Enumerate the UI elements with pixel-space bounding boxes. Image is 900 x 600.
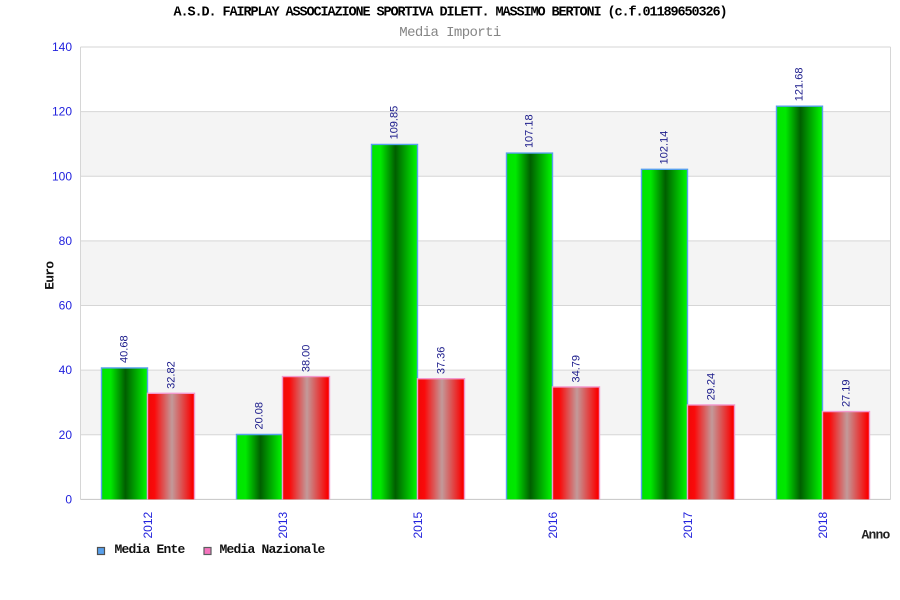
svg-text:Euro: Euro (43, 261, 58, 290)
svg-text:Media Nazionale: Media Nazionale (220, 542, 326, 557)
svg-text:37.36: 37.36 (436, 347, 448, 375)
svg-text:40.68: 40.68 (119, 335, 131, 363)
svg-text:Media Importi: Media Importi (399, 25, 501, 41)
svg-text:Media Ente: Media Ente (115, 542, 186, 557)
svg-text:Anno: Anno (861, 528, 890, 543)
svg-text:20.08: 20.08 (254, 402, 266, 430)
svg-text:60: 60 (59, 299, 73, 313)
svg-text:2016: 2016 (546, 511, 560, 538)
svg-text:40: 40 (59, 363, 73, 377)
svg-text:2017: 2017 (681, 511, 695, 538)
svg-text:140: 140 (52, 40, 72, 54)
svg-text:34.79: 34.79 (571, 355, 583, 383)
svg-text:2013: 2013 (276, 511, 290, 538)
svg-text:80: 80 (59, 234, 73, 248)
svg-text:29.24: 29.24 (706, 373, 718, 401)
svg-text:120: 120 (52, 105, 72, 119)
svg-text:32.82: 32.82 (166, 361, 178, 389)
svg-text:2018: 2018 (816, 511, 830, 538)
svg-text:100: 100 (52, 169, 72, 183)
svg-text:0: 0 (65, 492, 72, 506)
svg-text:27.19: 27.19 (841, 380, 853, 408)
svg-text:2012: 2012 (141, 511, 155, 538)
svg-text:109.85: 109.85 (389, 106, 401, 140)
svg-text:121.68: 121.68 (794, 68, 806, 102)
svg-text:107.18: 107.18 (524, 114, 536, 148)
svg-text:2015: 2015 (411, 511, 425, 538)
svg-text:A.S.D. FAIRPLAY ASSOCIAZIONE S: A.S.D. FAIRPLAY ASSOCIAZIONE SPORTIVA DI… (173, 6, 726, 21)
svg-text:102.14: 102.14 (659, 131, 671, 165)
svg-text:38.00: 38.00 (301, 345, 313, 373)
svg-text:20: 20 (59, 428, 73, 442)
